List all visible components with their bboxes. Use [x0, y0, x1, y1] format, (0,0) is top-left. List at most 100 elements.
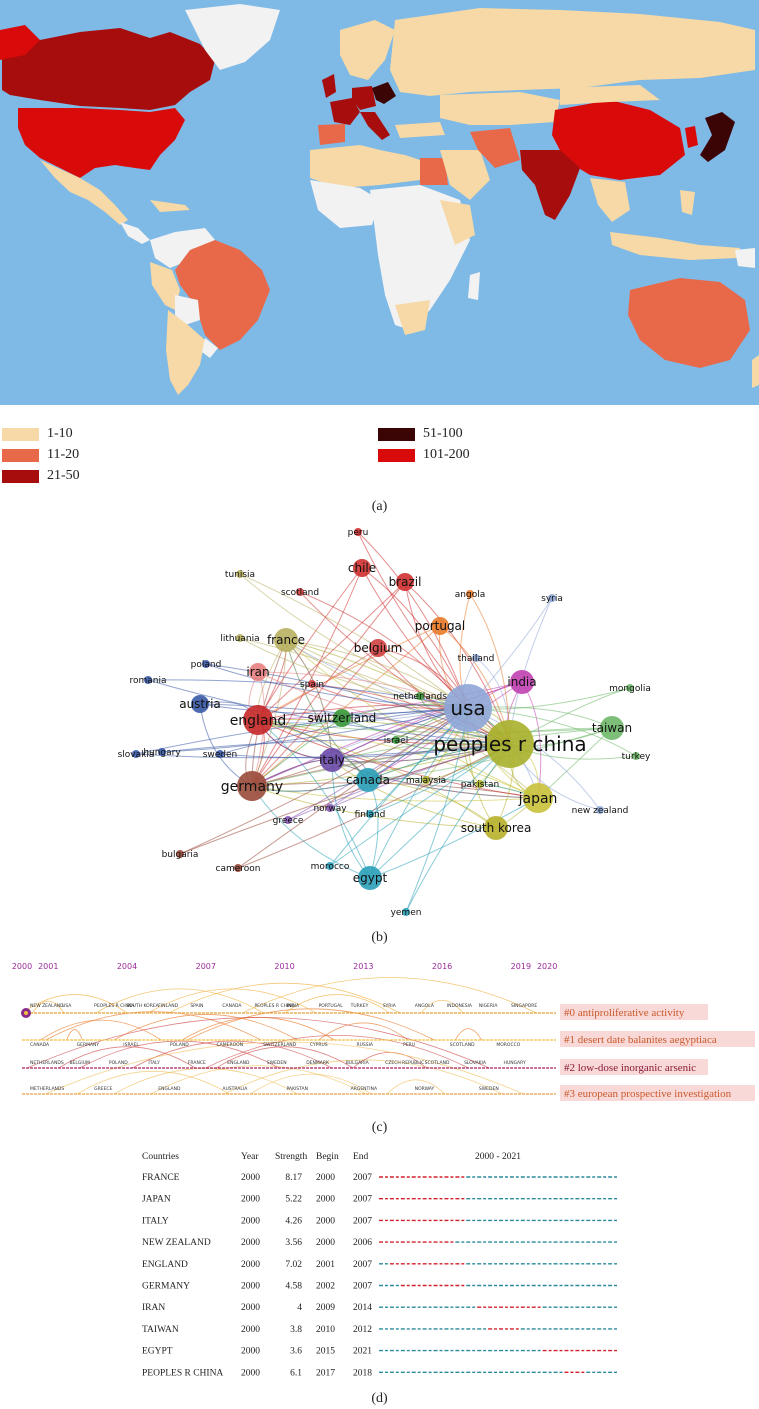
timeline-country-label: SWEDEN: [267, 1060, 287, 1066]
country-india: [520, 150, 580, 220]
network-label-hungary: hungary: [143, 748, 181, 758]
network-label-syria: syria: [541, 594, 563, 604]
timeline-cluster-tag-bg: [560, 1004, 708, 1020]
caption-b: (b): [371, 930, 388, 945]
timeline-country-label: ENGLAND: [227, 1060, 250, 1066]
network-node-netherlands: [416, 692, 424, 700]
timeline-cluster-tag-bg: [560, 1059, 708, 1075]
timeline-arc: [420, 999, 464, 1014]
network-label-israel: israel: [384, 736, 408, 746]
country-mexico: [40, 160, 128, 225]
country-brazil: [175, 240, 270, 350]
timeline-arc: [216, 1046, 354, 1069]
network-node-portugal: [431, 617, 449, 635]
timeline-arc: [27, 1017, 490, 1069]
network-node-italy: [320, 748, 344, 772]
network-label-pakistan: pakistan: [461, 780, 499, 790]
timeline-country-label: FINLAND: [158, 1003, 178, 1009]
network-label-iran: iran: [246, 665, 269, 679]
burst-row-strength: 3.56: [285, 1238, 302, 1248]
network-label-brazil: brazil: [389, 575, 422, 589]
network-edge: [331, 759, 539, 799]
timeline-country-label: CYPRUS: [310, 1042, 328, 1048]
timeline-year-label: 2013: [353, 962, 373, 971]
region-eastern-europe: [372, 82, 396, 104]
timeline-arc: [79, 1040, 280, 1069]
country-germany: [352, 86, 376, 110]
burst-row-year: 2000: [241, 1282, 260, 1292]
network-label-cameroon: cameroon: [216, 864, 261, 874]
network-node-morocco: [326, 862, 334, 870]
country-saudi-arabia: [440, 150, 490, 200]
timeline-arc: [187, 1008, 435, 1041]
country-south-africa: [395, 300, 430, 335]
region-new-guinea: [735, 248, 755, 268]
burst-row-country: TAIWAN: [142, 1325, 179, 1335]
network-node-pakistan: [476, 780, 484, 788]
network-label-england: england: [230, 713, 287, 729]
network-node-poland: [202, 660, 210, 668]
timeline-country-label: SWEDEN: [479, 1086, 499, 1092]
timeline-country-label: PEOPLES R CHINA: [94, 1003, 135, 1009]
burst-row-begin: 2000: [316, 1238, 335, 1248]
timeline-year-label: 2007: [196, 962, 216, 971]
network-label-chile: chile: [348, 561, 376, 575]
network-label-morocco: morocco: [311, 862, 350, 872]
network-edge: [147, 679, 511, 745]
network-node-india: [510, 670, 534, 694]
timeline-country-label: POLAND: [109, 1060, 128, 1066]
country-japan: [700, 112, 735, 162]
network-edge: [161, 739, 511, 753]
network-edge: [135, 743, 511, 759]
burst-row-end: 2007: [353, 1216, 372, 1226]
network-node-belgium: [369, 639, 387, 657]
burst-row-end: 2012: [353, 1325, 372, 1335]
network-label-bulgaria: bulgaria: [162, 850, 199, 860]
network-label-turkey: turkey: [622, 752, 651, 762]
burst-header-country: Countries: [142, 1152, 179, 1162]
network-edge: [179, 707, 469, 855]
network-label-poland: poland: [191, 660, 222, 670]
timeline-arc: [58, 1046, 196, 1069]
burst-row-year: 2000: [241, 1195, 260, 1205]
network-node-hungary: [158, 748, 166, 756]
network-node-tunisia: [236, 570, 244, 578]
burst-header-range: 2000 - 2021: [475, 1152, 521, 1162]
timeline-country-label: ANGOLA: [415, 1003, 435, 1009]
network-panel: usa peoples r china germany england japan ita…: [0, 518, 759, 928]
network-node-new-zealand: [596, 806, 604, 814]
burst-row-country: GERMANY: [142, 1282, 190, 1292]
legend-label: 51-100: [423, 426, 463, 441]
timeline-country-label: DENMARK: [306, 1060, 330, 1066]
timeline-country-label: FRANCE: [188, 1060, 206, 1066]
burst-row-strength: 5.22: [285, 1195, 302, 1205]
country-france: [330, 98, 360, 125]
network-label-portugal: portugal: [415, 619, 466, 633]
network-edge: [331, 759, 371, 879]
burst-row-end: 2007: [353, 1195, 372, 1205]
legend-label: 11-20: [47, 447, 80, 462]
network-edge: [257, 581, 406, 721]
timeline-country-label: NETHERLANDS: [30, 1060, 64, 1066]
region-north-africa: [310, 145, 420, 188]
country-peru: [150, 262, 180, 310]
region-indonesia: [610, 232, 740, 260]
network-edge: [329, 707, 469, 867]
burst-row-begin: 2000: [316, 1173, 335, 1183]
timeline-country-label: BULGARIA: [346, 1060, 370, 1066]
timeline-country-label: NEW ZEALAND: [30, 1003, 64, 1009]
burst-row-country: ITALY: [142, 1216, 169, 1226]
timeline-arc: [147, 988, 317, 1014]
network-label-usa: usa: [450, 696, 485, 720]
network-label-thailand: thailand: [458, 654, 495, 664]
timeline-country-label: USA: [62, 1003, 72, 1009]
network-nodes: usa peoples r china germany england japan ita…: [118, 528, 651, 918]
burst-row-end: 2007: [353, 1260, 372, 1270]
timeline-country-label: SCOTLAND: [450, 1042, 475, 1048]
legend-swatch: [378, 427, 415, 441]
country-spain: [318, 124, 345, 145]
burst-header-end: End: [353, 1152, 369, 1162]
network-label-new-zealand: new zealand: [572, 806, 629, 816]
network-label-norway: norway: [313, 804, 347, 814]
legend-item-101-200: 101-200: [378, 447, 470, 463]
